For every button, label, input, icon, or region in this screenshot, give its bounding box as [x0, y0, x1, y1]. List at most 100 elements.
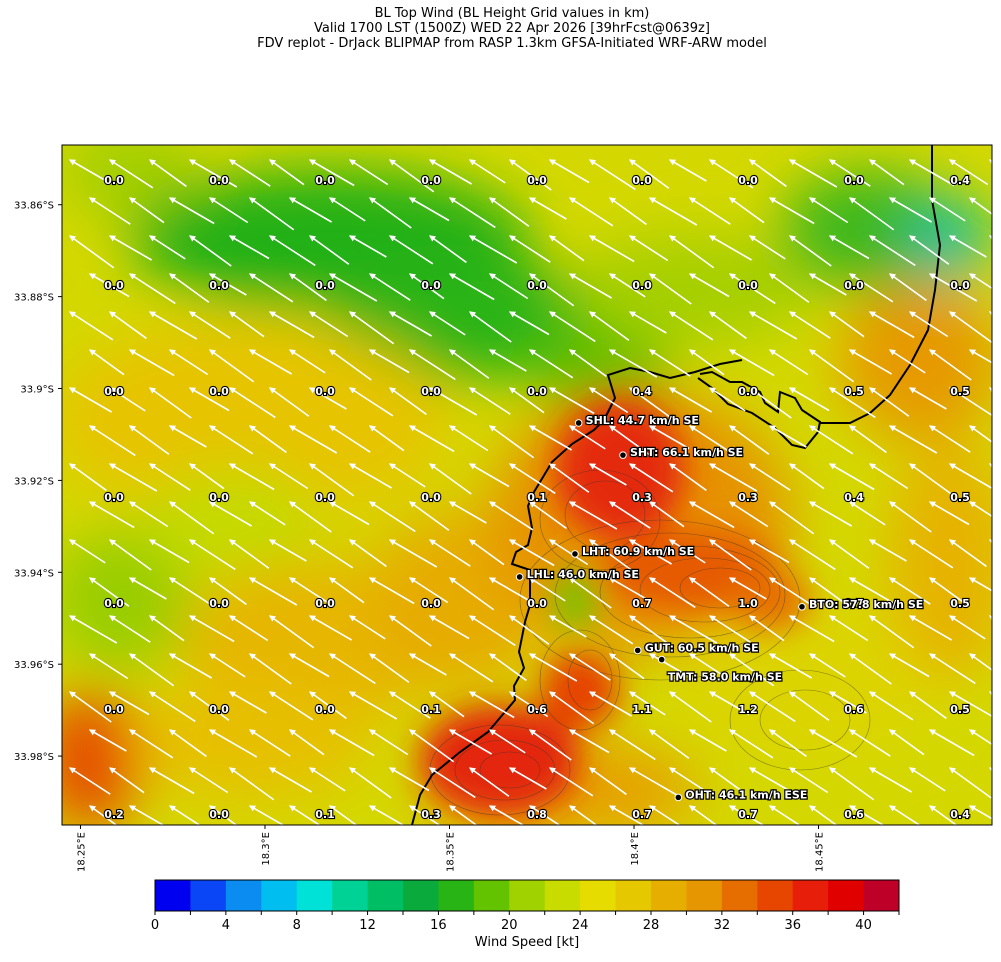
- wind-arrow-175: [368, 425, 405, 452]
- wind-arrow-293: [268, 615, 315, 649]
- wind-arrow-88: [728, 273, 776, 305]
- wind-arrow-132: [568, 349, 607, 378]
- wind-arrow-174: [328, 425, 371, 453]
- wind-arrow-390: [308, 767, 346, 792]
- wind-arrow-154: [468, 387, 511, 415]
- wind-arrow-159: [668, 387, 712, 413]
- wind-arrow-44: [888, 197, 932, 223]
- wind-arrow-249: [428, 539, 471, 567]
- wind-arrow-61: [588, 235, 635, 263]
- wind-arrow-423: [688, 805, 718, 825]
- colorbar-swatch-5: [332, 880, 369, 911]
- colorbar-label: Wind Speed [kt]: [474, 935, 580, 950]
- colorbar-swatch-3: [261, 880, 298, 911]
- colorbar-swatch-12: [580, 880, 617, 911]
- wind-arrow-230: [648, 501, 685, 528]
- wind-arrow-8: [388, 159, 435, 193]
- wind-arrow-243: [188, 539, 236, 571]
- station-sht[interactable]: SHT: 66.1 km/h SE: [619, 445, 744, 460]
- wind-arrow-312: [88, 653, 129, 680]
- bl-value-r1-c1: 0.0: [209, 279, 229, 292]
- wind-arrow-313: [128, 653, 175, 687]
- wind-arrow-53: [268, 235, 316, 267]
- wind-arrow-255: [668, 539, 706, 564]
- wind-arrow-64: [708, 235, 752, 261]
- longitude-axis: 18.25°E 18.3°E 18.35°E 18.4°E 18.45°E: [76, 825, 826, 872]
- wind-arrow-260: [868, 539, 907, 562]
- wind-arrow-7: [348, 159, 389, 186]
- bl-value-r2-c7: 0.5: [844, 385, 864, 398]
- wind-arrow-73: [128, 273, 176, 305]
- wind-arrow-430: [968, 805, 992, 820]
- wind-arrow-409: [128, 805, 165, 825]
- wind-arrow-303: [668, 615, 718, 644]
- wind-arrow-236: [888, 501, 932, 533]
- bl-value-r6-c2: 0.1: [315, 808, 335, 821]
- wind-arrow-411: [208, 805, 238, 825]
- bl-value-r4-c0: 0.0: [104, 597, 124, 610]
- wind-arrow-206: [628, 463, 674, 493]
- wind-arrow-336: [68, 691, 112, 723]
- wind-arrow-4: [228, 159, 271, 187]
- bl-height-grid-values: 0.0 0.0 0.0 0.0 0.0 0.0 0.0 0.0 0.4 0.0 0.0 0.0 0.0 0…: [103, 173, 971, 822]
- station-label-lhl: LHL: 46.0 km/h SE: [527, 568, 639, 581]
- wind-arrow-398: [628, 767, 678, 796]
- wind-arrow-395: [508, 767, 547, 790]
- station-shl[interactable]: SHL: 44.7 km/h SE: [574, 413, 700, 428]
- wind-arrow-122: [168, 349, 209, 376]
- wind-arrow-299: [508, 615, 550, 645]
- wind-arrow-15: [668, 159, 707, 182]
- station-oht[interactable]: OHT: 46.1 km/h ESE: [674, 787, 809, 803]
- wind-arrow-319: [368, 653, 410, 683]
- wind-arrow-248: [388, 539, 438, 568]
- wind-arrow-45: [928, 197, 966, 222]
- wind-arrow-219: [208, 501, 252, 527]
- wind-arrow-6: [308, 159, 355, 187]
- colorbar-tick-label-9: 36: [784, 918, 801, 933]
- wind-arrow-130: [488, 349, 527, 372]
- wind-arrow-406: [948, 767, 992, 799]
- colorbar-ticks: 0 4 8 12 16 20 24 28 32 36 40: [151, 911, 900, 933]
- wind-arrow-246: [308, 539, 354, 569]
- lon-tick-label-2: 18.35°E: [446, 832, 457, 872]
- station-tmt[interactable]: TMT: 58.0 km/h SE: [657, 655, 783, 685]
- bl-value-r0-c4: 0.0: [527, 174, 547, 187]
- wind-arrow-78: [328, 273, 378, 302]
- wind-arrow-363: [208, 729, 258, 758]
- station-lhl[interactable]: LHL: 46.0 km/h SE: [515, 567, 640, 582]
- wind-arrow-172: [248, 425, 287, 454]
- wind-arrow-276: [568, 577, 612, 609]
- wind-arrow-320: [408, 653, 447, 676]
- wind-arrow-57: [428, 235, 467, 264]
- wind-arrow-194: [148, 463, 191, 491]
- station-lht[interactable]: LHT: 60.9 km/h SE: [571, 544, 695, 559]
- wind-arrow-334: [968, 653, 992, 671]
- wind-arrow-352: [708, 691, 750, 716]
- bl-value-r0-c3: 0.0: [421, 174, 441, 187]
- wind-arrow-148: [228, 387, 276, 419]
- wind-arrow-116: [868, 311, 915, 339]
- wind-arrow-254: [628, 539, 672, 565]
- wind-arrow-324: [568, 653, 611, 681]
- bl-value-r6-c1: 0.0: [209, 808, 229, 821]
- wind-arrow-317: [288, 653, 330, 678]
- wind-arrow-113: [748, 311, 798, 340]
- wind-arrow-298: [468, 615, 516, 647]
- wind-arrow-385: [108, 767, 145, 794]
- bl-value-r2-c3: 0.0: [421, 385, 441, 398]
- colorbar-tick-label-5: 20: [501, 918, 518, 933]
- bl-value-r1-c7: 0.0: [844, 279, 864, 292]
- wind-arrow-392: [388, 767, 430, 792]
- wind-arrow-305: [748, 615, 785, 642]
- wind-arrow-261: [908, 539, 954, 569]
- station-bto[interactable]: BTO: 57.8 km/h SE: [798, 597, 924, 612]
- wind-arrow-189: [928, 425, 971, 453]
- station-gut[interactable]: GUT: 60.5 km/h SE: [633, 640, 760, 656]
- wind-arrow-290: [148, 615, 185, 642]
- colorbar-tick-label-3: 12: [359, 918, 376, 933]
- wind-arrow-318: [328, 653, 376, 685]
- bl-value-r5-c5: 1.1: [632, 703, 652, 716]
- wind-arrow-225: [448, 501, 487, 524]
- wind-arrow-292: [228, 615, 269, 642]
- wind-arrow-218: [168, 501, 215, 535]
